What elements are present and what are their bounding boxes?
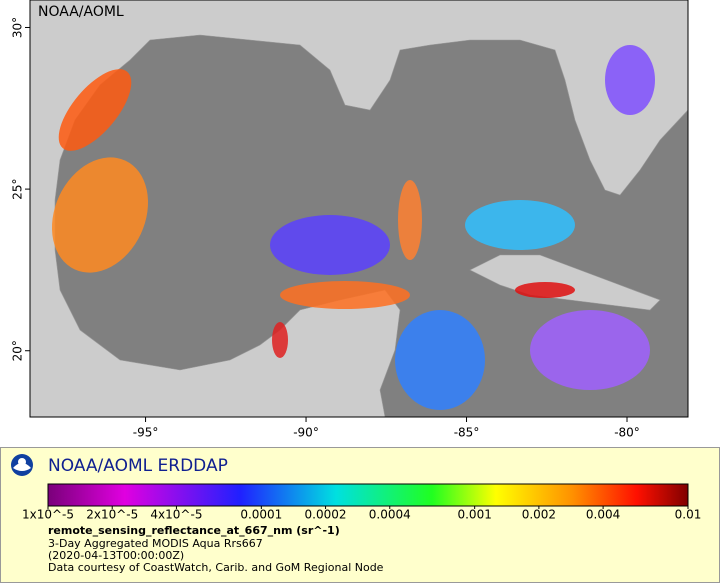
variable-name: remote_sensing_reflectance_at_667_nm (sr… [48, 524, 340, 537]
plot-frame [29, 0, 689, 418]
legend-line: 3-Day Aggregated MODIS Aqua Rrs667 [48, 537, 263, 550]
reflectance-swaths [51, 45, 655, 410]
x-tick-label: -95° [133, 426, 159, 440]
map-area [30, 0, 688, 417]
colorbar-tick-label: 0.0001 [240, 508, 282, 522]
colorbar-ticks: 1x10^-5 2x10^-5 4x10^-5 0.0001 0.0002 0.0004 0… [22, 506, 701, 522]
colorbar-tick-label: 4x10^-5 [150, 508, 202, 522]
colorbar [47, 483, 689, 507]
colorbar-tick-label: 1x10^-5 [22, 508, 74, 522]
legend-panel [0, 447, 720, 583]
legend-line: Data courtesy of CoastWatch, Carib. and … [48, 561, 384, 574]
y-tick-label: 20° [11, 340, 25, 361]
legend-title: NOAA/AOML ERDDAP [48, 456, 228, 476]
y-tick-label: 30° [11, 17, 25, 38]
colorbar-tick-label: 0.001 [457, 508, 491, 522]
axes: -95° -90° -85° -80° 20° 25° 30° [11, 17, 640, 440]
colorbar-tick-label: 0.01 [675, 508, 702, 522]
legend-lines: 3-Day Aggregated MODIS Aqua Rrs667(2020-… [48, 537, 384, 574]
colorbar-tick-label: 0.0004 [369, 508, 411, 522]
legend-line: (2020-04-13T00:00:00Z) [48, 549, 184, 562]
colorbar-tick-label: 0.0002 [305, 508, 347, 522]
x-tick-label: -80° [614, 426, 640, 440]
y-tick-label: 25° [11, 178, 25, 199]
colorbar-tick-label: 2x10^-5 [86, 508, 138, 522]
noaa-logo [11, 454, 33, 476]
colorbar-tick-label: 0.004 [586, 508, 620, 522]
colorbar-tick-label: 0.002 [522, 508, 556, 522]
map-label: NOAA/AOML [38, 4, 124, 20]
x-tick-label: -90° [293, 426, 319, 440]
x-tick-label: -85° [454, 426, 480, 440]
